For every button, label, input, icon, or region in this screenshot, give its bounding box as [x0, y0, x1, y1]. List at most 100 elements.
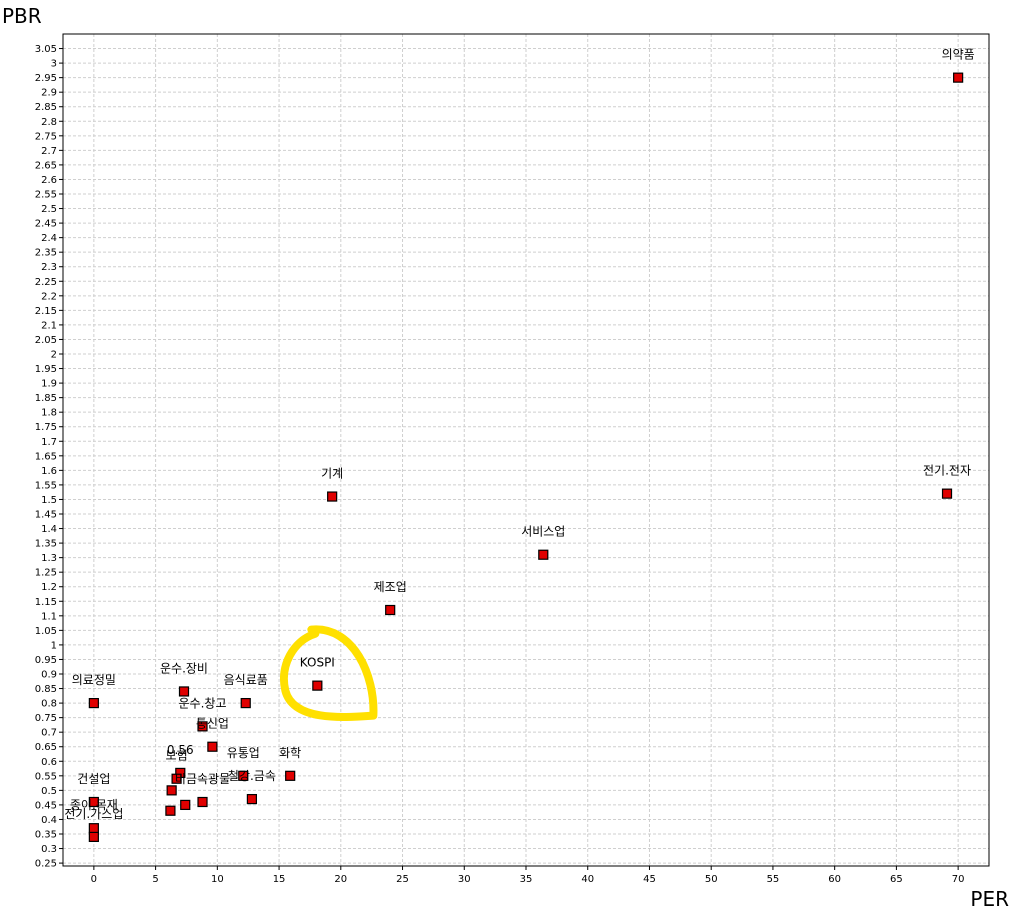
y-tick-label: 1.45	[35, 510, 57, 521]
data-point-label: 화학	[279, 746, 301, 760]
data-point-marker	[238, 770, 249, 781]
highlight-circle	[280, 625, 378, 721]
data-point-label: 0.56	[167, 743, 194, 757]
y-tick-label: 2.9	[41, 88, 57, 99]
data-point-marker	[240, 697, 251, 709]
data-point-marker	[165, 805, 176, 816]
y-tick-label: 1.3	[41, 553, 57, 564]
data-point-label: 종이.목재	[70, 798, 118, 812]
y-tick-label: 2.4	[41, 233, 57, 244]
plot-frame	[62, 33, 990, 867]
y-tick-label: 2.25	[35, 277, 57, 288]
y-tick-label: 3	[51, 59, 57, 70]
y-tick-label: 0.9	[41, 670, 57, 681]
y-tick-label: 1.75	[35, 422, 57, 433]
data-point-label: 운수.창고	[179, 696, 227, 710]
data-points	[88, 72, 964, 843]
data-point-marker	[246, 793, 258, 805]
y-tick-label: 0.5	[41, 786, 57, 797]
data-point-label: KOSPI	[300, 656, 335, 670]
y-tick-label: 1.4	[41, 524, 57, 535]
y-tick-label: 0.35	[35, 830, 57, 841]
y-tick-label: 2.6	[41, 175, 57, 186]
data-point-marker	[197, 721, 208, 732]
data-point-marker	[538, 549, 549, 560]
y-tick-label: 0.75	[35, 713, 57, 724]
y-tick-label: 2.3	[41, 262, 57, 273]
x-tick-label: 35	[520, 874, 533, 885]
highlight-stroke	[280, 625, 378, 721]
y-tick-label: 2.65	[35, 160, 57, 171]
y-tick-label: 2.45	[35, 219, 57, 230]
x-tick-label: 5	[152, 874, 158, 885]
data-point-marker	[88, 697, 99, 709]
y-tick-label: 1.55	[35, 480, 57, 491]
data-point-marker	[178, 686, 190, 697]
x-tick-label: 10	[211, 874, 224, 885]
data-point-marker	[385, 604, 396, 616]
y-tick-label: 1.1	[41, 611, 57, 622]
y-tick-label: 0.85	[35, 684, 57, 695]
y-tick-label: 1	[51, 640, 57, 651]
x-tick-label: 45	[643, 874, 656, 885]
x-tick-label: 30	[458, 874, 471, 885]
data-point-marker	[197, 796, 208, 808]
y-tick-label: 2.7	[41, 146, 57, 157]
data-point-marker	[88, 796, 99, 808]
data-point-label: 보험	[166, 749, 188, 763]
data-point-label: 기계	[321, 467, 343, 481]
y-tick-label: 2.5	[41, 204, 57, 215]
y-tick-label: 0.45	[35, 800, 57, 811]
data-point-label: 전기.가스업	[64, 807, 123, 821]
y-tick-label: 1.05	[35, 626, 57, 637]
y-tick-label: 1.25	[35, 568, 57, 579]
axis-ticks: 0.25 0.3 0.35 0.4 0.45 0.5 0.55 0.6 0.65 0.7 0.75 0…	[35, 44, 965, 885]
data-point-marker	[312, 680, 323, 691]
y-tick-label: 1.95	[35, 364, 57, 375]
y-tick-label: 1.65	[35, 451, 57, 462]
y-tick-label: 2.8	[41, 117, 57, 128]
y-tick-label: 1.8	[41, 408, 57, 419]
x-tick-label: 55	[767, 874, 780, 885]
x-axis-title: PER	[970, 887, 1009, 911]
data-point-marker	[207, 741, 218, 752]
y-tick-label: 1.85	[35, 393, 57, 404]
y-tick-label: 0.6	[41, 757, 57, 768]
x-tick-label: 25	[396, 874, 409, 885]
y-tick-label: 0.7	[41, 728, 57, 739]
y-tick-label: 0.95	[35, 655, 57, 666]
y-tick-label: 3.05	[35, 44, 57, 55]
data-point-label: 건설업	[77, 772, 110, 786]
y-tick-label: 2.2	[41, 291, 57, 302]
data-point-label: 전기.전자	[923, 464, 971, 478]
y-tick-label: 2.1	[41, 320, 57, 331]
x-tick-label: 65	[890, 874, 903, 885]
x-tick-label: 0	[91, 874, 97, 885]
y-tick-label: 2.75	[35, 131, 57, 142]
data-point-marker	[88, 831, 99, 843]
data-point-marker	[285, 770, 296, 781]
data-point-label: 제조업	[374, 580, 407, 594]
data-point-label: 철강.금속	[228, 769, 276, 783]
x-tick-label: 20	[334, 874, 347, 885]
data-point-label: 유통업	[227, 746, 260, 760]
y-tick-label: 1.2	[41, 582, 57, 593]
x-tick-label: 40	[581, 874, 594, 885]
y-tick-label: 0.8	[41, 699, 57, 710]
y-tick-label: 1.5	[41, 495, 57, 506]
y-tick-label: 0.55	[35, 771, 57, 782]
x-tick-label: 15	[273, 874, 286, 885]
y-tick-label: 0.3	[41, 844, 57, 855]
data-point-marker	[166, 785, 177, 796]
data-point-marker	[88, 823, 99, 834]
data-point-label: 통신업	[196, 717, 229, 731]
data-point-label: 서비스업	[521, 525, 565, 539]
y-tick-label: 2.85	[35, 102, 57, 113]
y-tick-label: 2.55	[35, 190, 57, 201]
grid-lines	[63, 34, 989, 866]
y-tick-label: 2.95	[35, 73, 57, 84]
data-point-marker	[180, 799, 191, 811]
y-axis-title: PBR	[2, 4, 42, 28]
data-point-label: 음식료품	[224, 673, 268, 687]
